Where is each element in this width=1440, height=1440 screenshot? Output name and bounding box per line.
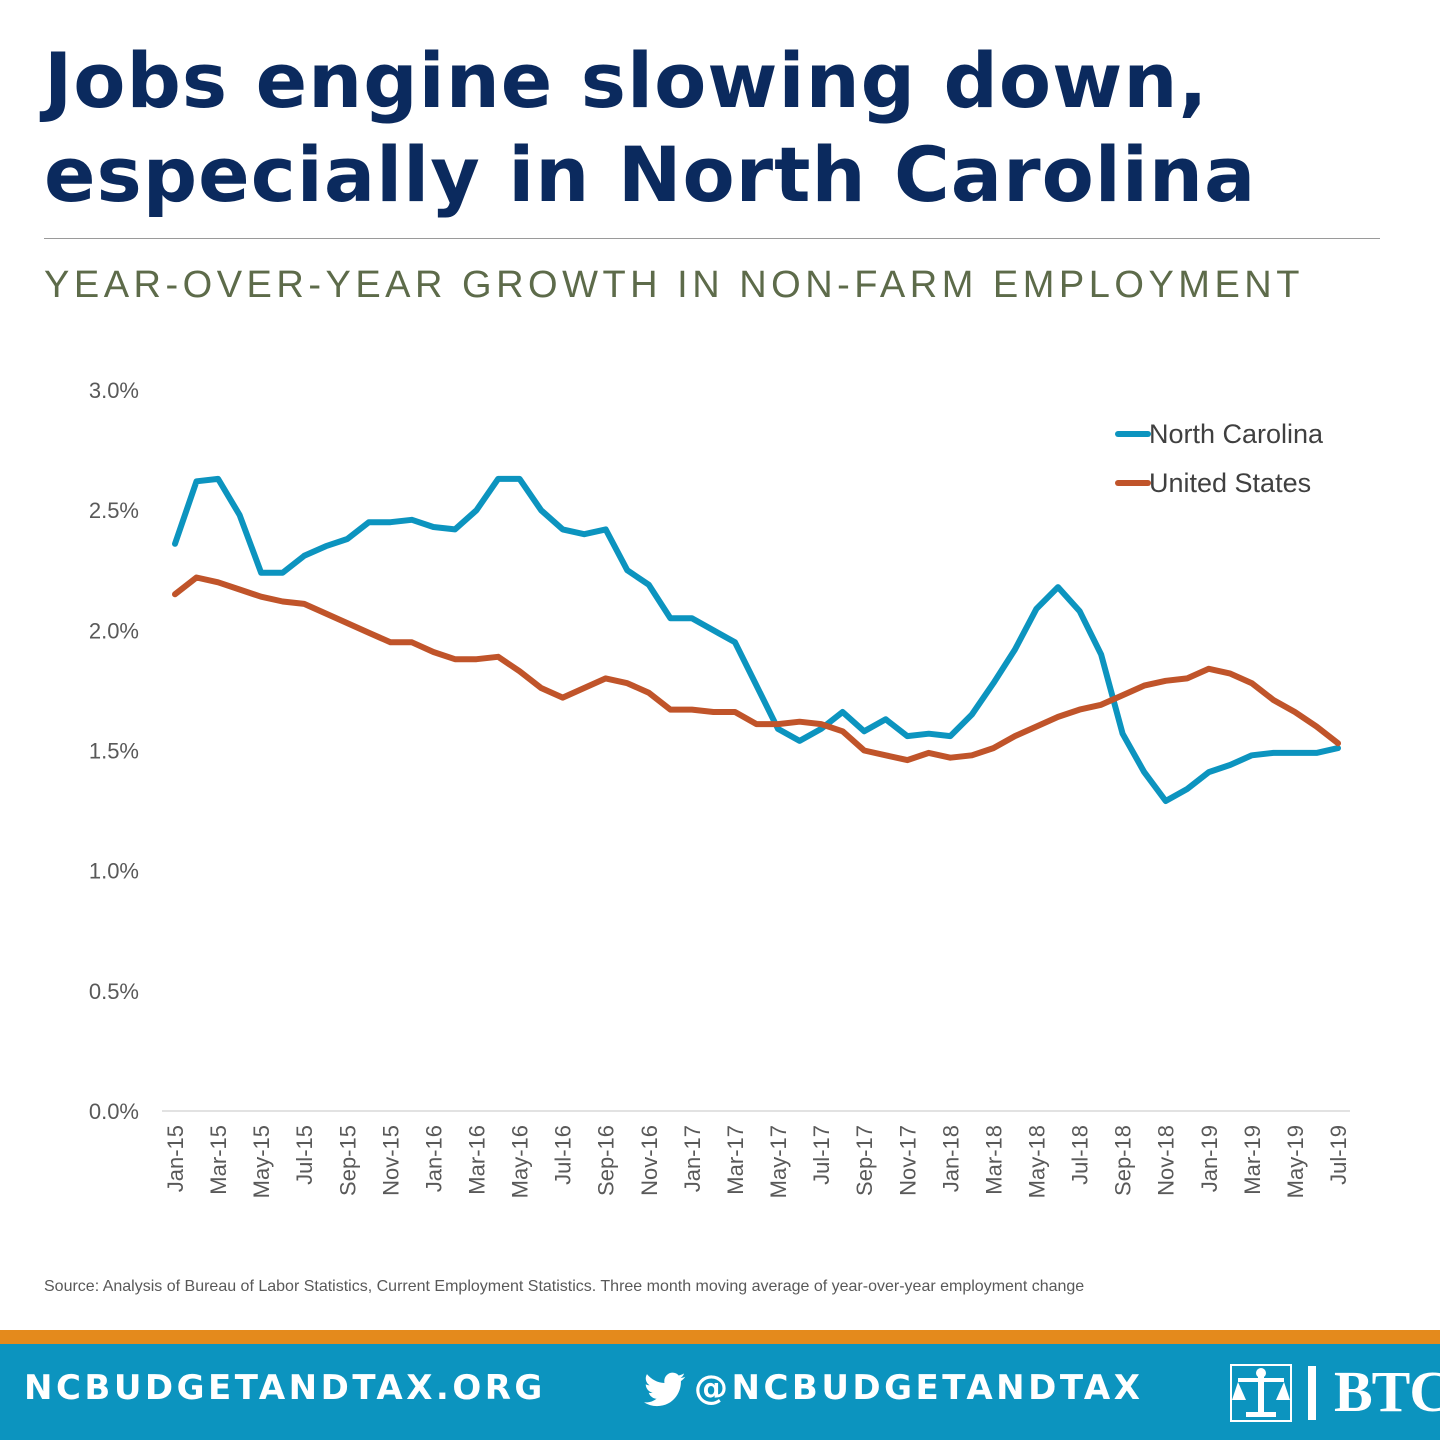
legend-label: United States <box>1149 468 1311 498</box>
x-tick-label: Jan-17 <box>680 1125 705 1192</box>
x-tick-label: Mar-18 <box>981 1125 1006 1195</box>
x-tick-label: May-19 <box>1283 1125 1308 1198</box>
x-tick-label: Jan-19 <box>1197 1125 1222 1192</box>
series-line-united-states <box>172 574 1341 764</box>
legend-label: North Carolina <box>1149 419 1324 449</box>
x-tick-label: Sep-16 <box>594 1125 619 1196</box>
x-tick-label: Jan-18 <box>938 1125 963 1192</box>
y-tick-label: 2.0% <box>89 618 139 643</box>
title-divider <box>44 238 1380 239</box>
x-tick-label: Jan-15 <box>163 1125 188 1192</box>
x-tick-label: Nov-16 <box>637 1125 662 1196</box>
logo-divider <box>1308 1366 1316 1420</box>
x-tick-label: May-15 <box>249 1125 274 1198</box>
scales-of-justice-icon <box>1230 1364 1292 1422</box>
x-tick-label: Jul-17 <box>809 1125 834 1185</box>
x-tick-label: May-17 <box>766 1125 791 1198</box>
y-tick-label: 1.5% <box>89 739 139 764</box>
x-tick-label: Jul-19 <box>1326 1125 1351 1185</box>
x-tick-label: Mar-19 <box>1240 1125 1265 1195</box>
title-line-2: especially in North Carolina <box>44 130 1257 219</box>
chart-subtitle: YEAR-OVER-YEAR GROWTH IN NON-FARM EMPLOY… <box>44 264 1304 306</box>
x-tick-label: Nov-15 <box>378 1125 403 1196</box>
x-tick-label: May-18 <box>1024 1125 1049 1198</box>
x-tick-label: Jan-16 <box>421 1125 446 1192</box>
x-tick-label: Sep-15 <box>335 1125 360 1196</box>
x-tick-label: Nov-17 <box>895 1125 920 1196</box>
x-tick-label: Sep-17 <box>852 1125 877 1196</box>
source-note: Source: Analysis of Bureau of Labor Stat… <box>44 1278 1085 1295</box>
footer-bar: NCBUDGETANDTAX.ORG @NCBUDGETANDTAX BTC <box>0 1344 1440 1440</box>
x-tick-label: Jul-18 <box>1068 1125 1093 1185</box>
y-tick-label: 0.5% <box>89 979 139 1004</box>
y-tick-label: 3.0% <box>89 378 139 403</box>
x-tick-label: Mar-16 <box>465 1125 490 1195</box>
x-tick-label: Sep-18 <box>1111 1125 1136 1196</box>
y-tick-label: 0.0% <box>89 1099 139 1124</box>
x-tick-label: Nov-18 <box>1154 1125 1179 1196</box>
line-chart: 0.0% 0.5% 1.0% 1.5% 2.0% 2.5% 3.0% Jan-15 Mar-15… <box>89 378 1351 1198</box>
x-tick-label: Mar-17 <box>723 1125 748 1195</box>
x-tick-label: May-16 <box>508 1125 533 1198</box>
twitter-bird-icon <box>644 1372 686 1407</box>
x-tick-label: Mar-15 <box>206 1125 231 1195</box>
y-tick-label: 2.5% <box>89 498 139 523</box>
y-tick-label: 1.0% <box>89 859 139 884</box>
btc-logo-text: BTC <box>1334 1359 1440 1424</box>
orange-accent-strip <box>0 1330 1440 1344</box>
twitter-handle: @NCBUDGETANDTAX <box>694 1368 1144 1408</box>
x-tick-label: Jul-15 <box>292 1125 317 1185</box>
chart-title: Jobs engine slowing down, especially in … <box>44 34 1404 222</box>
x-tick-label: Jul-16 <box>551 1125 576 1185</box>
title-line-1: Jobs engine slowing down, <box>44 36 1209 125</box>
website-link[interactable]: NCBUDGETANDTAX.ORG <box>24 1368 546 1408</box>
series-line-north-carolina <box>172 475 1341 804</box>
